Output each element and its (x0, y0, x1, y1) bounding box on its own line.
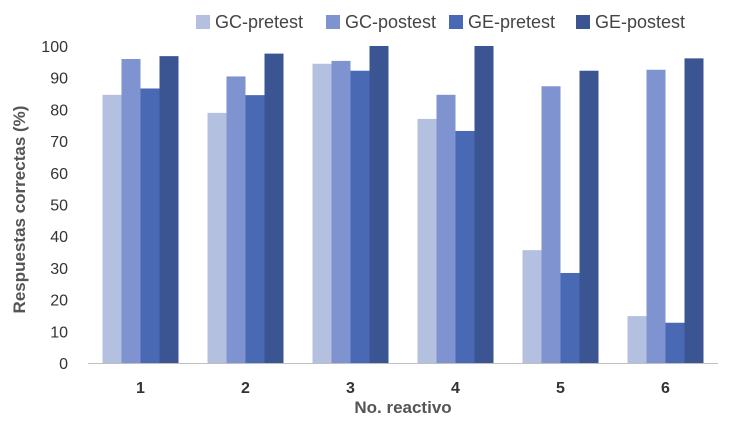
y-tick-label: 80 (50, 102, 68, 119)
legend: GC-pretest GC-postest GE-pretest GE-postest (196, 12, 685, 32)
bar-gc-postest-1 (121, 58, 141, 363)
bar-ge-postest-4 (474, 46, 494, 363)
bar-ge-pretest-5 (560, 272, 580, 363)
x-axis-title: No. reactivo (354, 398, 451, 417)
y-tick-label: 90 (50, 71, 68, 88)
legend-label-ge-postest: GE-postest (595, 12, 685, 32)
x-tick-label-2: 2 (241, 380, 250, 397)
bar-gc-pretest-2 (207, 112, 227, 364)
bar-gc-pretest-5 (522, 250, 542, 363)
y-tick-label: 100 (41, 39, 68, 56)
legend-label-ge-pretest: GE-pretest (468, 12, 555, 32)
y-axis-ticks: 0 10 20 30 40 50 60 70 80 90 100 (41, 39, 68, 373)
bar-gc-postest-3 (331, 60, 351, 364)
bar-ge-pretest-3 (350, 70, 370, 363)
y-tick-label: 40 (50, 229, 68, 246)
x-tick-label-4: 4 (451, 380, 460, 397)
legend-swatch-gc-pretest (196, 15, 210, 29)
y-tick-label: 60 (50, 166, 68, 183)
y-tick-label: 10 (50, 324, 68, 341)
y-axis-title: Respuestas correctas (%) (10, 106, 29, 314)
y-tick-label: 0 (59, 356, 68, 373)
x-tick-label-3: 3 (346, 380, 355, 397)
bar-gc-pretest-1 (102, 94, 122, 364)
bars (102, 46, 704, 364)
bar-ge-pretest-6 (665, 322, 685, 363)
bar-gc-postest-5 (541, 86, 561, 363)
x-tick-label-5: 5 (556, 380, 565, 397)
y-tick-label: 70 (50, 134, 68, 151)
legend-swatch-ge-postest (576, 15, 590, 29)
legend-swatch-gc-postest (326, 15, 340, 29)
bar-ge-postest-5 (579, 70, 599, 363)
legend-label-gc-pretest: GC-pretest (215, 12, 303, 32)
bar-gc-postest-6 (646, 69, 666, 364)
bar-gc-postest-4 (436, 94, 456, 364)
x-tick-label-1: 1 (136, 380, 145, 397)
bar-ge-postest-6 (684, 58, 704, 363)
bar-ge-postest-2 (264, 53, 284, 363)
bar-gc-pretest-4 (417, 118, 437, 363)
y-tick-label: 50 (50, 198, 68, 215)
y-tick-label: 30 (50, 261, 68, 278)
x-axis-ticks: 1 2 3 4 5 6 (136, 380, 670, 397)
bar-gc-pretest-6 (627, 316, 647, 363)
bar-ge-pretest-4 (455, 130, 475, 363)
bar-ge-postest-1 (159, 56, 179, 363)
y-tick-label: 20 (50, 293, 68, 310)
bar-ge-pretest-2 (245, 95, 265, 363)
bar-gc-postest-2 (226, 76, 246, 363)
x-tick-label-6: 6 (661, 380, 670, 397)
bar-gc-pretest-3 (312, 63, 332, 363)
legend-label-gc-postest: GC-postest (345, 12, 436, 32)
bar-ge-pretest-1 (140, 88, 160, 363)
legend-swatch-ge-pretest (449, 15, 463, 29)
bar-ge-postest-3 (369, 46, 389, 363)
